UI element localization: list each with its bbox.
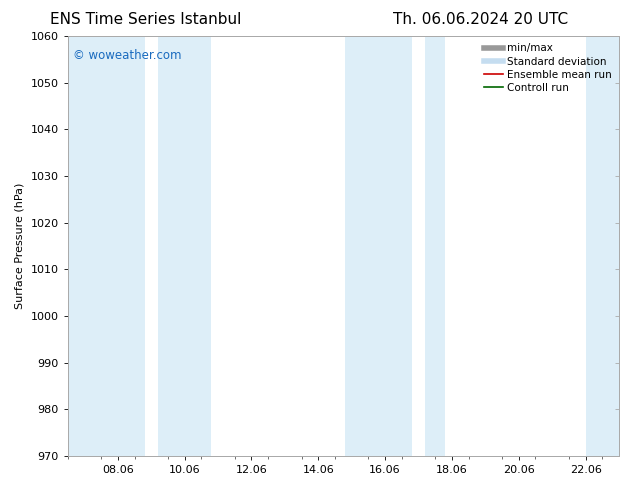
Legend: min/max, Standard deviation, Ensemble mean run, Controll run: min/max, Standard deviation, Ensemble me… xyxy=(480,39,616,97)
Bar xyxy=(586,36,619,456)
Text: Th. 06.06.2024 20 UTC: Th. 06.06.2024 20 UTC xyxy=(393,12,568,27)
Y-axis label: Surface Pressure (hPa): Surface Pressure (hPa) xyxy=(15,183,25,309)
Text: ENS Time Series Istanbul: ENS Time Series Istanbul xyxy=(49,12,241,27)
Bar xyxy=(425,36,445,456)
Bar xyxy=(345,36,412,456)
Text: © woweather.com: © woweather.com xyxy=(73,49,182,62)
Bar xyxy=(68,36,145,456)
Bar xyxy=(158,36,211,456)
